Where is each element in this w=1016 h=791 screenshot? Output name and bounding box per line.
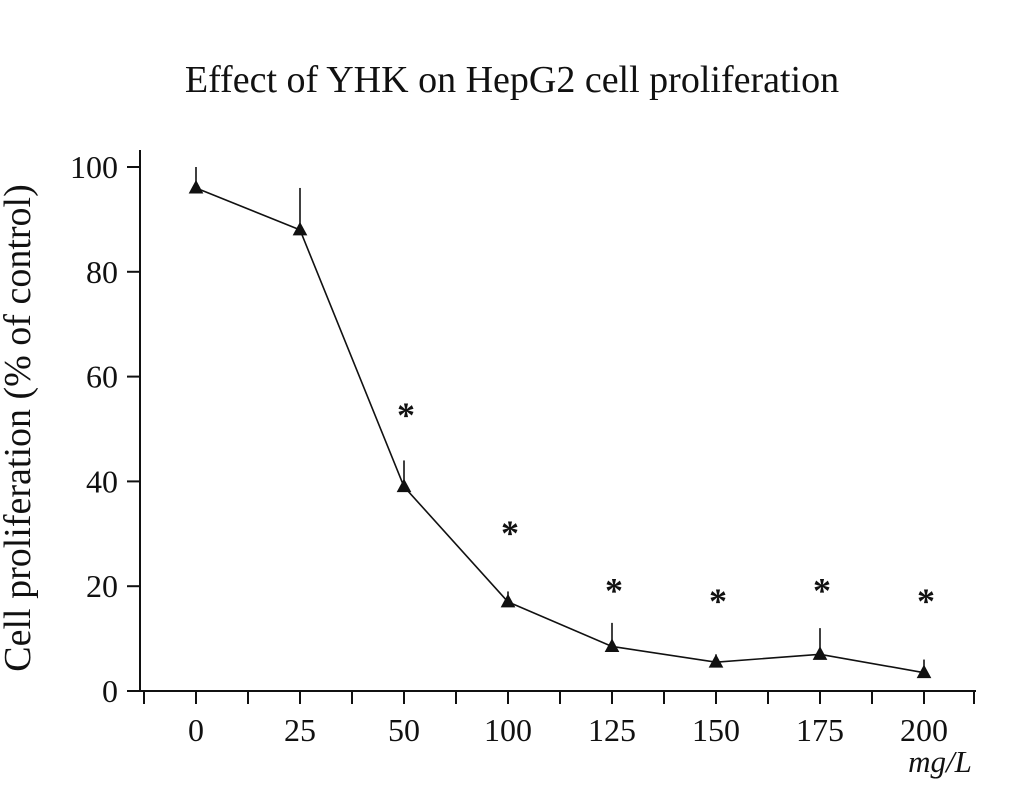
y-axis-label: Cell proliferation (% of control) xyxy=(0,184,39,672)
y-tick-label: 60 xyxy=(86,359,118,395)
x-tick-label: 125 xyxy=(588,712,636,748)
x-tick-label: 25 xyxy=(284,712,316,748)
x-tick-label: 50 xyxy=(388,712,420,748)
series-line xyxy=(195,187,925,674)
data-point-marker xyxy=(188,179,204,194)
axes xyxy=(127,150,976,704)
significance-asterisk: * xyxy=(709,581,727,621)
significance-asterisk: * xyxy=(917,581,935,621)
significance-asterisk: * xyxy=(813,571,831,611)
y-tick-label: 20 xyxy=(86,568,118,604)
x-axis-unit-label: mg/L xyxy=(908,744,972,779)
x-tick-label: 100 xyxy=(484,712,532,748)
x-tick-label: 200 xyxy=(900,712,948,748)
data-point-marker xyxy=(812,646,828,660)
significance-asterisk: * xyxy=(397,395,415,435)
y-tick-label: 80 xyxy=(86,254,118,290)
significance-markers: * * * * * * xyxy=(397,395,935,621)
significance-asterisk: * xyxy=(605,571,623,611)
data-point-marker xyxy=(708,654,724,668)
tick-labels: 0 20 40 60 80 100 0 25 50 100 125 150 175 200 xyxy=(70,149,948,748)
x-tick-label: 175 xyxy=(796,712,844,748)
significance-asterisk: * xyxy=(501,513,519,553)
y-tick-label: 100 xyxy=(70,149,118,185)
x-tick-label: 150 xyxy=(692,712,740,748)
data-point-marker xyxy=(604,638,620,652)
data-point-marker xyxy=(500,593,516,608)
y-tick-label: 40 xyxy=(86,463,118,499)
data-series xyxy=(188,167,932,679)
y-tick-label: 0 xyxy=(102,673,118,709)
data-point-marker xyxy=(916,664,932,679)
data-point-marker xyxy=(292,221,308,236)
x-tick-label: 0 xyxy=(188,712,204,748)
chart-title: Effect of YHK on HepG2 cell proliferatio… xyxy=(185,59,839,101)
data-point-marker xyxy=(396,478,412,493)
